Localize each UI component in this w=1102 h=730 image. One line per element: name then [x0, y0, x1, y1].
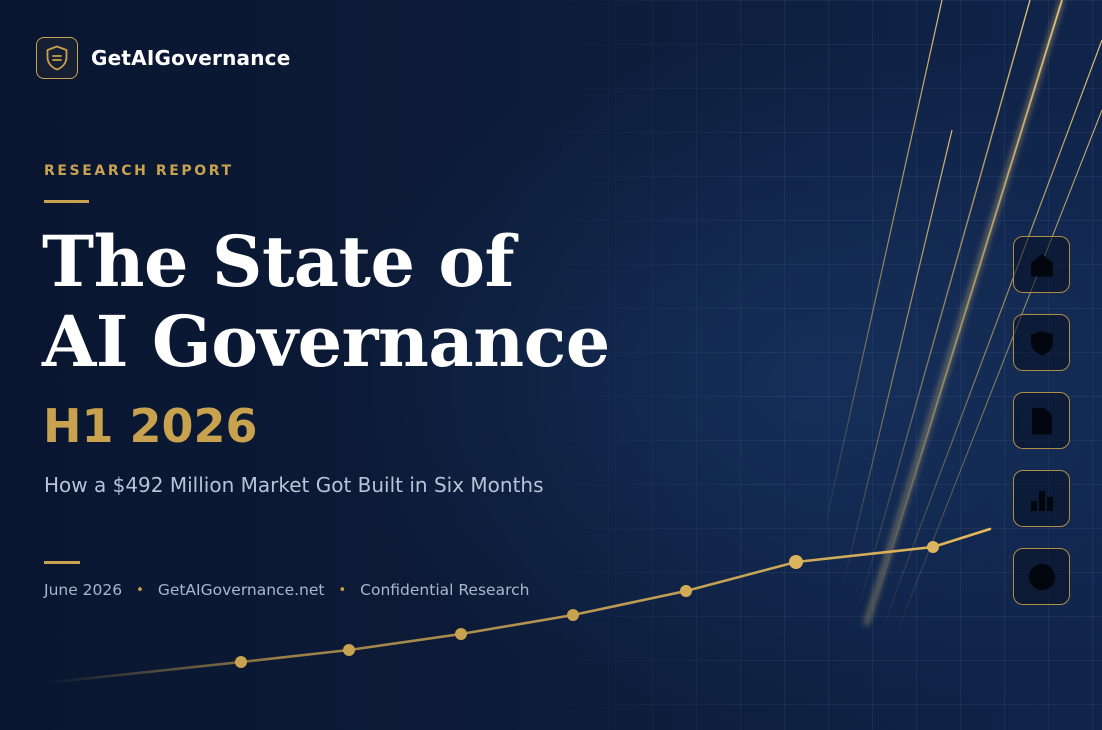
title-line-2: AI Governance — [42, 300, 610, 383]
meta-classification: Confidential Research — [360, 581, 530, 599]
meta-separator: • — [338, 582, 347, 598]
brand-name: GetAIGovernance — [91, 46, 291, 70]
eyebrow-divider — [44, 200, 89, 203]
home-icon — [1013, 236, 1070, 293]
brand: GetAIGovernance — [36, 37, 290, 79]
trend-point — [235, 656, 247, 668]
eyebrow-label: RESEARCH REPORT — [44, 163, 234, 179]
report-period: H1 2026 — [43, 399, 258, 453]
shield-icon — [36, 37, 78, 79]
trend-point — [455, 628, 467, 640]
trend-point — [567, 609, 579, 621]
background-grid — [520, 0, 1102, 730]
shield-icon — [1013, 314, 1070, 371]
meta-date: June 2026 — [44, 581, 123, 599]
trend-point — [680, 585, 692, 597]
trend-point — [789, 555, 803, 569]
title-line-1: The State of — [42, 220, 515, 303]
light-beams — [821, 0, 1102, 651]
document-icon — [1013, 392, 1070, 449]
circle-icon — [1013, 548, 1070, 605]
report-meta: June 2026 • GetAIGovernance.net • Confid… — [44, 581, 529, 599]
page-title: The State of AI Governance — [42, 222, 610, 382]
trend-line — [43, 527, 992, 685]
trend-point — [927, 541, 939, 553]
trend-points — [235, 541, 939, 668]
meta-separator: • — [136, 582, 144, 598]
bar-chart-icon — [1013, 470, 1070, 527]
side-icon-stack — [1013, 236, 1070, 626]
meta-divider — [44, 561, 80, 564]
report-subtitle: How a $492 Million Market Got Built in S… — [44, 473, 544, 497]
trend-point — [343, 644, 355, 656]
meta-site: GetAIGovernance.net — [157, 581, 325, 599]
